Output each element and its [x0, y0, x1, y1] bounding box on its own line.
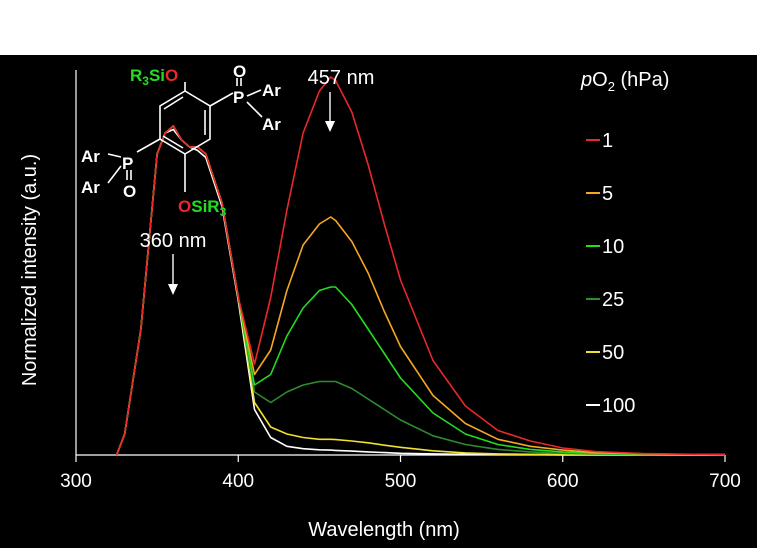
label-right-ar-bottom: Ar	[262, 115, 281, 134]
bond-right-p	[209, 92, 234, 107]
benzene-inner-bond-2	[162, 135, 184, 149]
annotation-360-label: 360 nm	[140, 230, 207, 252]
bond-right-p-ar-bottom	[246, 101, 263, 118]
label-left-ar-top: Ar	[81, 147, 100, 166]
x-axis-title: Wavelength (nm)	[308, 519, 460, 541]
label-right-ar-top: Ar	[262, 81, 281, 100]
label-top-r: R	[130, 66, 142, 85]
benzene-inner-bond-3	[163, 96, 184, 110]
x-tick-label-400: 400	[222, 471, 254, 492]
benzene-ring	[159, 90, 211, 155]
legend-label-1: 1	[602, 130, 613, 152]
legend-title-subscript: 2	[608, 79, 615, 94]
legend-title-o: O	[592, 69, 608, 91]
x-tick-labels: 300 400 500 600 700	[60, 471, 741, 492]
x-ticks	[75, 455, 726, 462]
legend-label-50: 50	[602, 342, 624, 364]
chemical-structure	[107, 78, 263, 192]
x-tick-label-500: 500	[385, 471, 417, 492]
legend-label-100: 100	[602, 395, 635, 417]
x-tick-label-600: 600	[547, 471, 579, 492]
label-left-p: P	[122, 154, 133, 173]
x-tick-label-300: 300	[60, 471, 92, 492]
label-bottom-sub: 3	[220, 205, 227, 219]
label-bottom-sir: SiR	[191, 197, 219, 216]
legend-label-10: 10	[602, 236, 624, 258]
chart-panel	[0, 55, 757, 548]
label-right-o: O	[233, 62, 246, 81]
annotation-360: 360 nm	[140, 230, 207, 295]
label-top-o: O	[165, 66, 178, 85]
annotation-457: 457 nm	[308, 67, 375, 132]
label-right-p: P	[233, 88, 244, 107]
series-lines	[115, 76, 726, 456]
label-top-r-sub: 3	[142, 74, 149, 88]
label-top-si: Si	[149, 66, 165, 85]
y-axis-title: Normalized intensity (a.u.)	[19, 154, 41, 386]
bond-right-p-ar-top	[246, 89, 262, 97]
annotation-457-label: 457 nm	[308, 67, 375, 89]
bond-left-p-ar-bottom	[107, 165, 122, 184]
legend-title-unit: (hPa)	[615, 69, 669, 91]
x-tick-label-700: 700	[709, 471, 741, 492]
chemical-labels: R3SiO OSiR3 O P Ar Ar Ar P Ar O	[81, 62, 281, 219]
legend-title: pO2 (hPa)	[580, 69, 669, 94]
bond-left-p	[136, 138, 161, 153]
legend-label-5: 5	[602, 183, 613, 205]
series-line-1	[115, 76, 726, 456]
legend-label-25: 25	[602, 289, 624, 311]
legend-title-italic: p	[580, 69, 592, 91]
label-left-ar-bottom: Ar	[81, 178, 100, 197]
label-bottom-group: OSiR3	[178, 197, 227, 219]
annotation-457-arrow-head	[325, 121, 335, 132]
label-left-o: O	[123, 182, 136, 201]
legend: pO2 (hPa) 1 5 10 25 50 100	[580, 69, 669, 417]
label-top-group: R3SiO	[130, 66, 178, 88]
label-bottom-o: O	[178, 197, 191, 216]
annotation-360-arrow-head	[168, 284, 178, 295]
bond-left-p-ar-top	[107, 153, 122, 158]
legend-items: 1 5 10 25 50 100	[586, 130, 635, 417]
